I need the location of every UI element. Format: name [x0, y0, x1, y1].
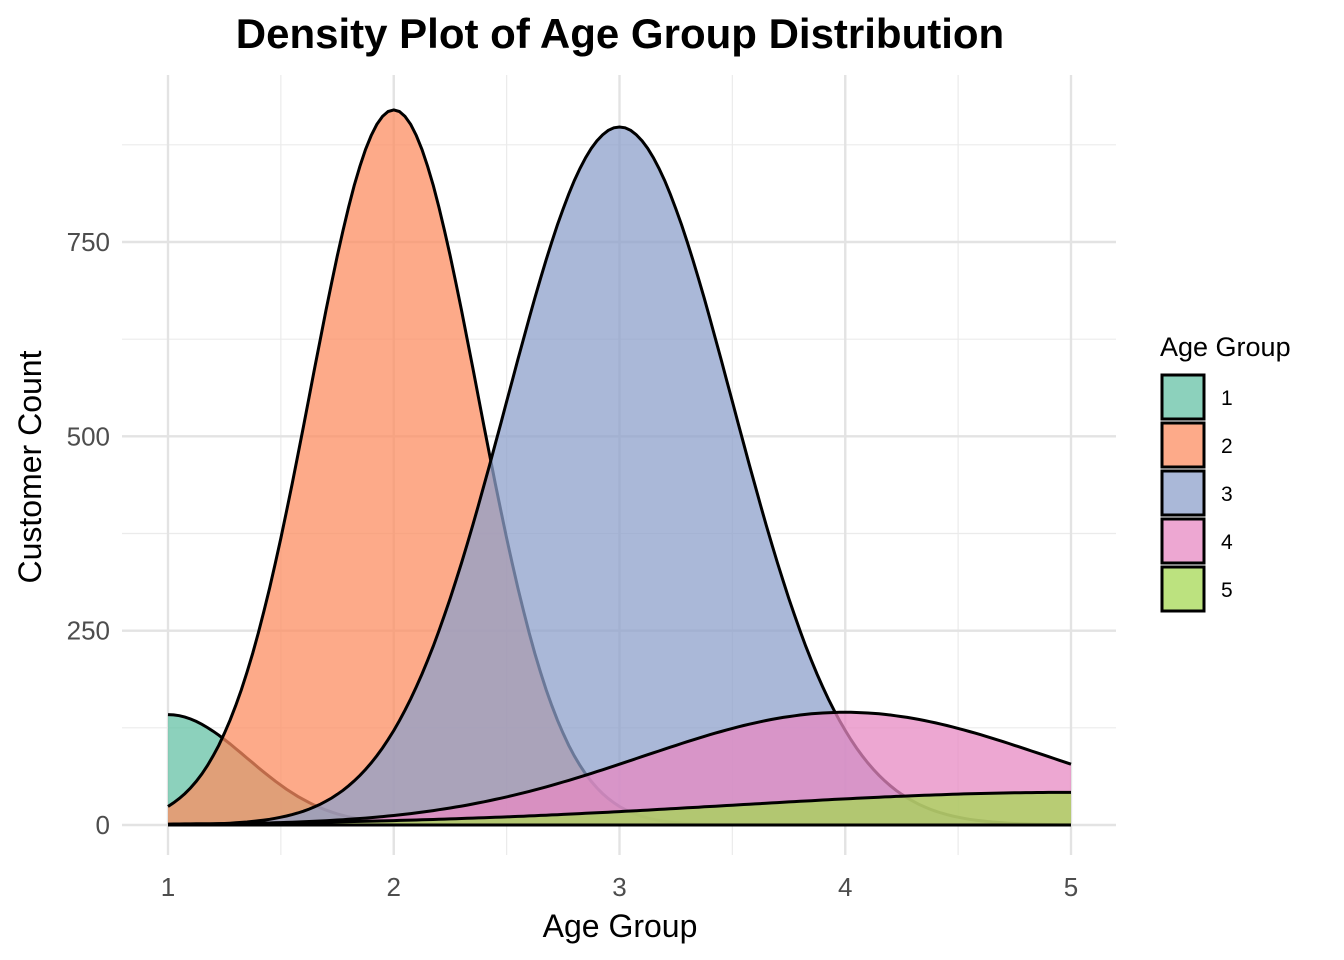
- legend-swatch-3: [1160, 469, 1206, 517]
- x-tick-label-1: 2: [387, 872, 401, 902]
- x-axis-ticks: 1 2 3 4 5: [161, 872, 1078, 902]
- legend-label-3: 3: [1221, 483, 1233, 506]
- legend-swatch-2: [1160, 421, 1206, 469]
- chart-title: Density Plot of Age Group Distribution: [236, 10, 1004, 57]
- y-tick-label-0: 0: [96, 810, 110, 840]
- y-axis-ticks: 0 250 500 750: [67, 227, 110, 840]
- legend-label-2: 2: [1221, 435, 1233, 458]
- density-line-5: [167, 790, 1071, 826]
- legend-label-4: 4: [1221, 531, 1233, 554]
- x-axis-label: Age Group: [543, 908, 698, 944]
- x-tick-label-0: 1: [161, 872, 175, 902]
- density-area-5: [168, 792, 1071, 825]
- x-tick-label-4: 5: [1064, 872, 1078, 902]
- legend-label-5: 5: [1221, 579, 1233, 602]
- x-tick-label-2: 3: [612, 872, 626, 902]
- density-areas: [167, 108, 1072, 827]
- legend-title: Age Group: [1160, 332, 1291, 362]
- legend: Age Group 1 2 3 4 5: [1160, 332, 1291, 613]
- x-tick-label-3: 4: [838, 872, 852, 902]
- legend-label-1: 1: [1221, 387, 1233, 410]
- density-area-2: [168, 109, 1071, 825]
- y-tick-label-3: 750: [67, 227, 110, 257]
- y-tick-label-1: 250: [67, 616, 110, 646]
- legend-swatch-1: [1160, 373, 1206, 421]
- density-area-3: [168, 127, 1071, 825]
- y-tick-label-2: 500: [67, 421, 110, 451]
- legend-swatch-5: [1160, 565, 1206, 613]
- legend-swatch-4: [1160, 517, 1206, 565]
- density-area-4: [168, 712, 1071, 825]
- y-axis-label: Customer Count: [12, 350, 48, 583]
